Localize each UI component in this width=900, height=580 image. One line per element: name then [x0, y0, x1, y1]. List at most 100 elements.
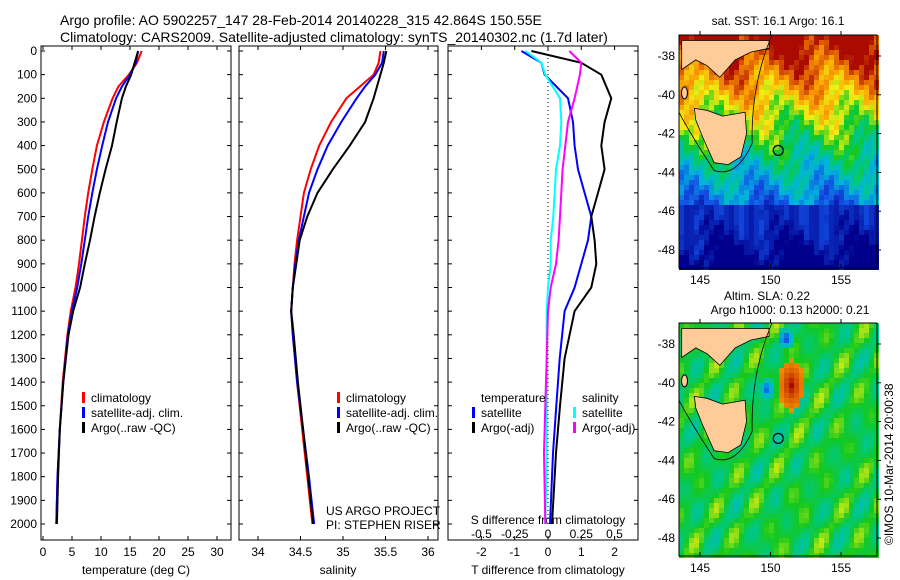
map-cell — [749, 473, 754, 478]
map-cell — [769, 65, 774, 70]
map-cell — [749, 438, 754, 443]
map-cell — [799, 45, 804, 50]
map-cell — [864, 125, 869, 130]
map-cell — [799, 413, 804, 418]
map-cell — [824, 333, 829, 338]
map-cell — [769, 338, 774, 343]
map-cell — [764, 533, 769, 538]
map-cell — [719, 483, 724, 488]
map-cell — [774, 150, 779, 155]
map-cell — [769, 165, 774, 170]
map-cell — [734, 323, 739, 328]
map-cell — [679, 210, 684, 215]
map-cell — [734, 348, 739, 353]
map-cell — [864, 90, 869, 95]
map-cell — [799, 135, 804, 140]
map-cell — [769, 473, 774, 478]
map-cell — [814, 45, 819, 50]
map-cell — [764, 548, 769, 553]
series-line-satellite-adj-clim- — [55, 50, 140, 525]
map-cell — [869, 368, 874, 373]
map-cell — [684, 135, 689, 140]
map-cell — [829, 498, 834, 503]
map-cell — [789, 100, 794, 105]
map-cell — [844, 433, 849, 438]
map-cell — [779, 255, 784, 260]
map-cell — [749, 170, 754, 175]
map-cell — [754, 115, 759, 120]
map-cell — [689, 150, 694, 155]
map-cell — [819, 533, 824, 538]
map-cell — [824, 518, 829, 523]
map-cell — [689, 388, 694, 393]
map-cell — [829, 260, 834, 265]
map-cell — [799, 548, 804, 553]
map-cell — [864, 348, 869, 353]
map-cell — [849, 250, 854, 255]
map-cell — [784, 373, 789, 378]
map-cell — [859, 513, 864, 518]
map-cell — [844, 75, 849, 80]
map-cell — [794, 518, 799, 523]
map-cell — [689, 358, 694, 363]
map-cell — [854, 145, 859, 150]
map-cell — [849, 428, 854, 433]
map-cell — [734, 358, 739, 363]
legend-label: Argo(..raw -QC) — [346, 421, 431, 435]
map-cell — [789, 468, 794, 473]
legend-heading-salinity: salinity — [582, 391, 619, 405]
credit-stamp: ©IMOS 10-Mar-2014 20:00:38 — [882, 383, 896, 545]
map-cell — [829, 245, 834, 250]
map-cell — [819, 220, 824, 225]
map-cell — [774, 353, 779, 358]
map-cell — [819, 175, 824, 180]
map-cell — [784, 528, 789, 533]
map-cell — [854, 353, 859, 358]
map-cell — [824, 448, 829, 453]
map-cell — [764, 95, 769, 100]
map-cell — [799, 363, 804, 368]
map-cell — [739, 543, 744, 548]
map-cell — [734, 453, 739, 458]
map-cell — [699, 533, 704, 538]
map-cell — [799, 100, 804, 105]
map-cell — [704, 438, 709, 443]
map-cell — [844, 538, 849, 543]
map-cell — [804, 478, 809, 483]
map-cell — [814, 538, 819, 543]
map-cell — [809, 433, 814, 438]
map-cell — [749, 215, 754, 220]
map-cell — [794, 328, 799, 333]
map-cell — [789, 498, 794, 503]
map-cell — [729, 538, 734, 543]
map-cell — [819, 190, 824, 195]
map-cell — [724, 548, 729, 553]
map-cell — [759, 488, 764, 493]
map-cell — [834, 433, 839, 438]
map-cell — [824, 90, 829, 95]
map-cell — [854, 255, 859, 260]
map-cell — [849, 240, 854, 245]
map-cell — [754, 205, 759, 210]
map-cell — [804, 140, 809, 145]
map-cell — [819, 503, 824, 508]
map-cell — [849, 125, 854, 130]
map-cell — [759, 428, 764, 433]
map-cell — [794, 363, 799, 368]
map-cell — [864, 488, 869, 493]
map-cell — [784, 433, 789, 438]
map-cell — [819, 448, 824, 453]
map-cell — [854, 358, 859, 363]
map-cell — [799, 195, 804, 200]
map-cell — [804, 155, 809, 160]
map-cell — [799, 523, 804, 528]
map-cell — [854, 383, 859, 388]
map-cell — [864, 225, 869, 230]
map-cell — [859, 85, 864, 90]
map-cell — [774, 528, 779, 533]
map-cell — [689, 483, 694, 488]
annotation-pi: PI: STEPHEN RISER — [326, 518, 441, 532]
map-cell — [854, 403, 859, 408]
map-cell — [864, 260, 869, 265]
map-cell — [789, 453, 794, 458]
